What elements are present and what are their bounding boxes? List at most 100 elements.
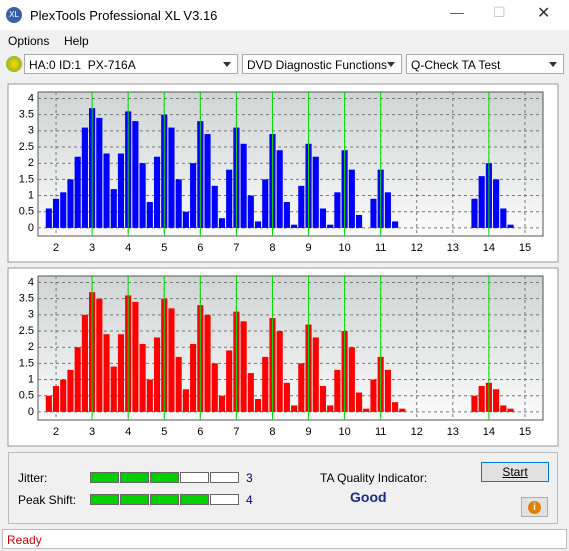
y-tick-label: 4: [28, 276, 34, 288]
x-tick-label: 12: [411, 242, 423, 254]
bar: [45, 395, 52, 412]
x-tick-label: 3: [89, 242, 95, 254]
y-tick-label: 3.5: [19, 109, 34, 121]
ta-label: TA Quality Indicator:: [320, 471, 428, 485]
menu-help[interactable]: Help: [64, 34, 89, 48]
window-title: PlexTools Professional XL V3.16: [30, 8, 218, 23]
x-tick-label: 14: [483, 242, 495, 254]
y-tick-label: 2: [28, 341, 34, 353]
results-panel: [8, 452, 558, 524]
x-tick-label: 13: [447, 426, 459, 438]
bar: [392, 402, 399, 412]
meter-cell: [210, 472, 239, 483]
y-tick-label: 1.5: [19, 173, 34, 185]
bar: [168, 308, 175, 412]
bar: [182, 389, 189, 412]
bar: [67, 179, 74, 228]
bar: [204, 314, 211, 412]
bar: [254, 398, 262, 412]
bar: [478, 386, 485, 412]
y-tick-label: 2.5: [19, 325, 34, 337]
close[interactable]: ✕: [537, 5, 551, 22]
bar: [327, 224, 334, 228]
bar: [74, 156, 81, 228]
y-tick-label: 0: [28, 222, 34, 234]
x-tick-label: 14: [483, 426, 495, 438]
x-tick-label: 7: [233, 242, 239, 254]
bar: [493, 389, 500, 412]
bar: [168, 127, 175, 228]
bar: [103, 334, 110, 412]
meter-cell: [90, 494, 119, 505]
x-tick-label: 15: [519, 242, 531, 254]
bar: [81, 127, 88, 228]
bar: [262, 179, 269, 228]
bar: [493, 179, 500, 228]
minimize[interactable]: —: [450, 4, 464, 20]
x-tick-label: 8: [269, 426, 275, 438]
x-tick-label: 8: [269, 242, 275, 254]
bar: [204, 134, 211, 228]
y-tick-label: 3: [28, 125, 34, 137]
x-tick-label: 9: [305, 426, 311, 438]
x-tick-label: 6: [197, 426, 203, 438]
bar: [478, 176, 485, 228]
bar: [312, 337, 319, 412]
x-tick-label: 5: [161, 426, 167, 438]
bar: [190, 163, 197, 228]
y-tick-label: 0.5: [19, 390, 34, 402]
meter-cell: [210, 494, 239, 505]
status-text: Ready: [7, 533, 42, 547]
meter-cell: [180, 472, 209, 483]
bar: [507, 408, 514, 412]
bar: [132, 121, 139, 228]
bar: [247, 195, 254, 228]
bar: [276, 331, 283, 412]
bar: [298, 185, 305, 228]
y-tick-label: 3: [28, 309, 34, 321]
x-tick-label: 10: [338, 242, 350, 254]
menu-options[interactable]: Options: [8, 34, 50, 48]
bar: [298, 363, 305, 412]
bar: [190, 343, 197, 412]
test-select[interactable]: Q-Check TA Test: [406, 54, 564, 74]
meter-cell: [150, 472, 179, 483]
bar: [471, 395, 478, 412]
x-tick-label: 13: [447, 242, 459, 254]
start-button[interactable]: Start: [481, 462, 549, 482]
bar: [262, 356, 269, 412]
maximize[interactable]: ☐: [493, 4, 506, 20]
x-tick-label: 6: [197, 242, 203, 254]
meter-cell: [150, 494, 179, 505]
info-button[interactable]: i: [521, 497, 548, 517]
bar: [283, 202, 290, 228]
bar: [363, 408, 370, 412]
bar: [370, 198, 377, 228]
bar: [74, 347, 81, 412]
x-tick-label: 4: [125, 426, 131, 438]
y-tick-label: 4: [28, 92, 34, 104]
y-tick-label: 0: [28, 406, 34, 418]
bar: [153, 337, 161, 412]
bar: [182, 211, 189, 228]
x-tick-label: 10: [338, 426, 350, 438]
bar: [312, 156, 319, 228]
bar: [45, 208, 52, 228]
bar: [146, 379, 153, 412]
bar: [355, 214, 363, 228]
y-tick-label: 2.5: [19, 141, 34, 153]
x-tick-label: 2: [53, 426, 59, 438]
function-select[interactable]: DVD Diagnostic Functions: [242, 54, 402, 74]
drive-select[interactable]: HA:0 ID:1 PX-716A: [24, 54, 238, 74]
y-tick-label: 3.5: [19, 293, 34, 305]
bar: [500, 405, 507, 412]
status-bar: Ready: [2, 529, 567, 549]
bar: [52, 198, 60, 228]
bar: [291, 224, 298, 228]
bar: [139, 163, 146, 228]
bar: [240, 143, 247, 228]
bar: [110, 366, 117, 412]
bar: [211, 363, 218, 412]
bar: [384, 369, 391, 412]
